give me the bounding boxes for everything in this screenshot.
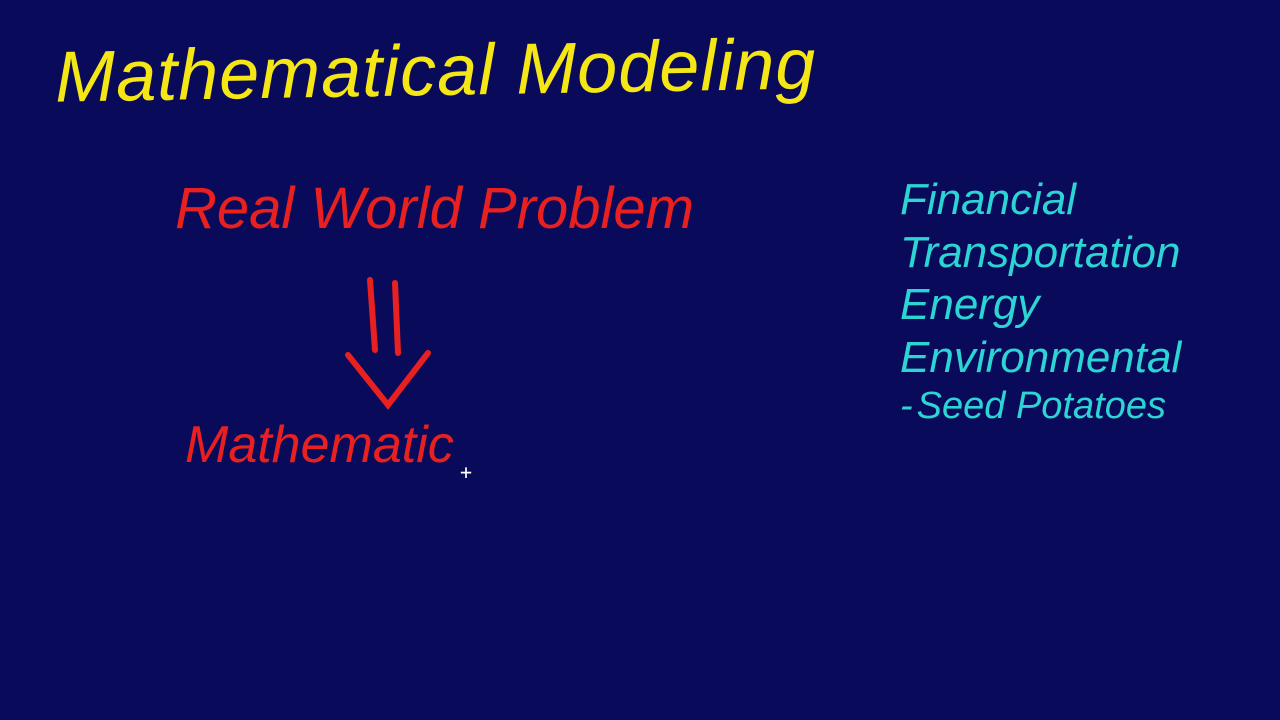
- mathematic-label: Mathematic: [185, 415, 454, 475]
- list-item: Seed Potatoes: [900, 385, 1220, 429]
- down-arrow-icon: [340, 275, 460, 420]
- list-item: Environmental: [900, 333, 1220, 384]
- cursor-icon: +: [460, 460, 472, 484]
- real-world-problem-label: Real World Problem: [175, 175, 694, 242]
- list-item: Energy: [900, 280, 1220, 331]
- list-item: Financial: [900, 175, 1220, 226]
- examples-list: Financial Transportation Energy Environm…: [900, 175, 1220, 431]
- page-title: Mathematical Modeling: [54, 23, 817, 118]
- list-item: Transportation: [900, 228, 1220, 279]
